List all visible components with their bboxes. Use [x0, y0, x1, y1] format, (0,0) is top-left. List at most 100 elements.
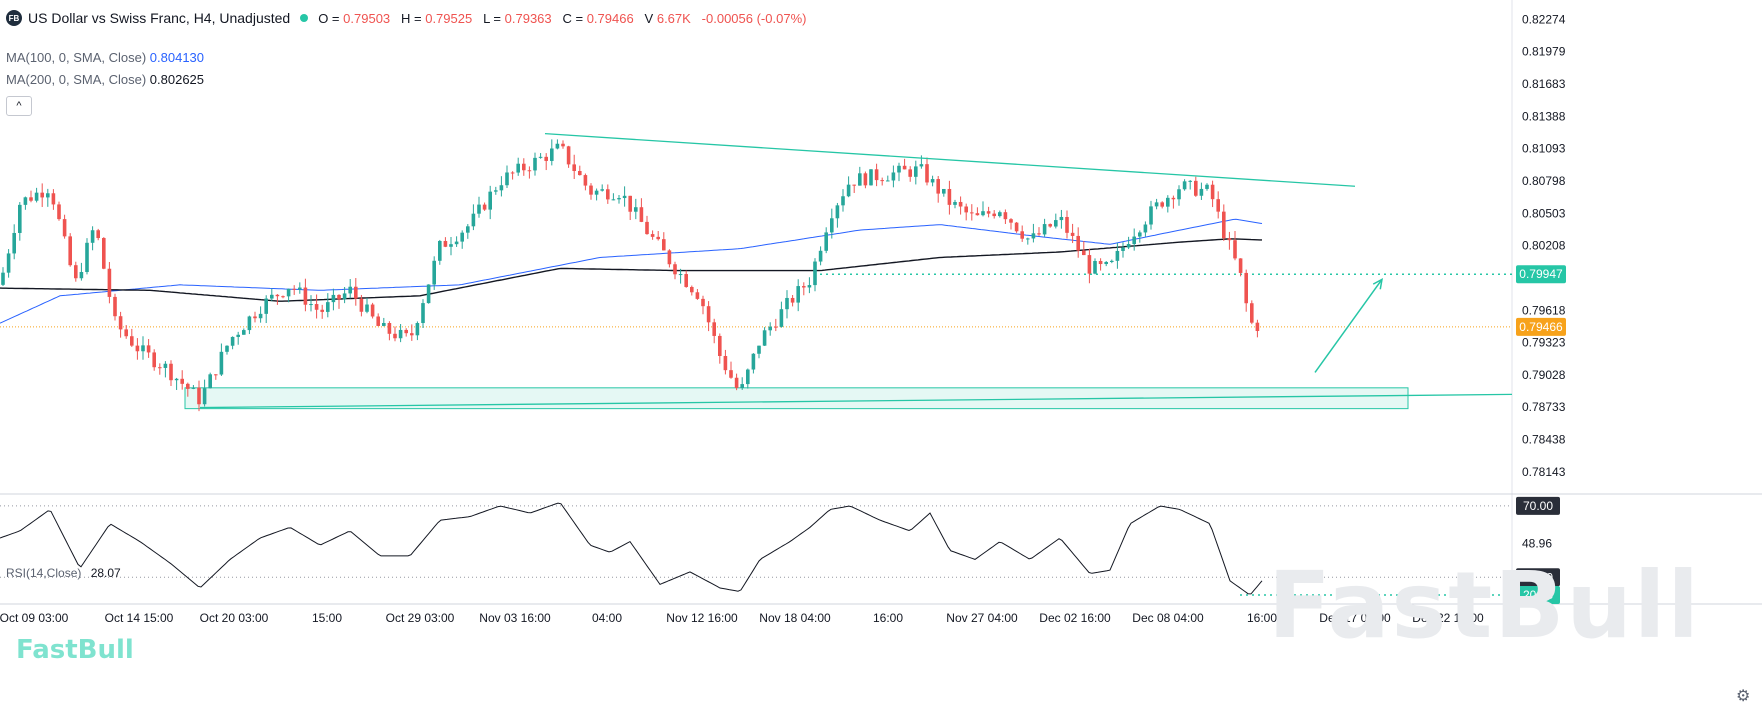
- candle-body: [471, 213, 476, 227]
- rsi-level-text: 70.00: [1523, 499, 1553, 513]
- price-tick-label: 0.79323: [1522, 336, 1566, 350]
- candle-body: [639, 207, 644, 222]
- candle-body: [936, 179, 940, 194]
- candle-body: [869, 169, 873, 186]
- candle-body: [1188, 180, 1192, 182]
- candle-body: [264, 298, 268, 314]
- candle-body: [410, 333, 414, 336]
- candle-body: [387, 323, 392, 334]
- candle-body: [527, 170, 532, 172]
- candle-body: [107, 268, 112, 297]
- candle-body: [1160, 202, 1164, 207]
- candle-body: [673, 264, 677, 275]
- candle-body: [925, 164, 929, 183]
- rsi-legend[interactable]: RSI(14,Close) 28.07: [6, 566, 121, 580]
- candle-body: [113, 296, 117, 317]
- ma200-line: [0, 238, 1262, 302]
- candle-body: [790, 297, 795, 303]
- candle-body: [886, 180, 890, 182]
- price-tick-label: 0.81979: [1522, 45, 1566, 59]
- candle-body: [796, 286, 800, 303]
- candle-body: [1104, 261, 1108, 265]
- candle-body: [538, 156, 543, 158]
- candle-body: [566, 146, 571, 165]
- gear-icon[interactable]: ⚙: [1736, 688, 1751, 705]
- candle-body: [432, 260, 436, 285]
- candle-body: [908, 169, 912, 177]
- candle-body: [762, 330, 767, 346]
- candle-body: [1222, 211, 1226, 239]
- candle-body: [23, 197, 28, 205]
- rsi-level-badge: [1516, 496, 1560, 515]
- candle-body: [880, 180, 884, 182]
- candle-body: [197, 387, 201, 405]
- candle-body: [152, 352, 156, 368]
- price-label-badge: [1516, 265, 1566, 284]
- candle-body: [561, 143, 565, 147]
- candle-body: [421, 303, 425, 324]
- time-tick-label: Oct 29 03:00: [386, 611, 455, 625]
- candle-body: [874, 169, 879, 181]
- candle-body: [970, 212, 974, 214]
- price-tick-label: 0.81683: [1522, 77, 1566, 91]
- candle-body: [337, 294, 341, 300]
- price-tick-label: 0.80208: [1522, 239, 1566, 253]
- candle-body: [1149, 206, 1153, 225]
- candle-body: [466, 226, 470, 233]
- candle-body: [51, 193, 56, 205]
- candle-body: [1250, 303, 1254, 323]
- price-tick-label: 0.80798: [1522, 174, 1566, 188]
- collapse-legend-button[interactable]: ^: [6, 96, 32, 116]
- rsi-level-badge: [1516, 568, 1560, 587]
- high-value: 0.79525: [425, 10, 473, 26]
- candle-body: [1009, 219, 1013, 223]
- candle-body: [656, 236, 660, 240]
- candle-body: [986, 211, 991, 214]
- candle-body: [40, 192, 44, 198]
- time-tick-label: Dec 02 16:00: [1039, 611, 1111, 625]
- candle-body: [275, 294, 280, 297]
- close-label: C =: [562, 10, 584, 26]
- time-tick-label: Oct 20 03:00: [200, 611, 269, 625]
- candle-body: [1070, 232, 1075, 236]
- candle-body: [1182, 181, 1187, 190]
- candle-body: [12, 232, 16, 254]
- candle-body: [326, 302, 330, 312]
- candle-body: [1042, 224, 1047, 235]
- candle-body: [510, 172, 515, 174]
- candle-body: [208, 374, 212, 389]
- candle-body: [1093, 260, 1097, 274]
- open-label: O =: [318, 10, 340, 26]
- ma100-legend[interactable]: MA(100, 0, SMA, Close) 0.804130: [6, 50, 204, 65]
- candle-body: [158, 367, 162, 369]
- upper-trendline: [544, 133, 1356, 187]
- ma200-legend[interactable]: MA(200, 0, SMA, Close) 0.802625: [6, 72, 204, 87]
- candle-body: [1076, 235, 1080, 251]
- candle-body: [499, 185, 504, 191]
- candle-body: [897, 165, 901, 173]
- candle-body: [902, 165, 907, 170]
- ma100-label: MA(100, 0, SMA, Close): [6, 50, 147, 65]
- symbol-title[interactable]: US Dollar vs Swiss Franc, H4, Unadjusted: [28, 10, 291, 26]
- chevron-up-icon: ^: [16, 100, 22, 112]
- candle-body: [443, 240, 448, 247]
- candle-body: [46, 193, 50, 198]
- support-zone: [184, 387, 1409, 410]
- time-tick-label: Nov 27 04:00: [946, 611, 1018, 625]
- candle-body: [488, 191, 492, 210]
- candle-body: [1098, 260, 1103, 265]
- change-value: -0.00056 (-0.07%): [701, 10, 807, 26]
- candle-body: [354, 286, 358, 299]
- candle-body: [1138, 232, 1142, 237]
- candle-body: [824, 232, 828, 251]
- candle-body: [522, 163, 526, 171]
- market-status-dot-icon: [300, 14, 309, 22]
- candle-body: [1171, 197, 1176, 200]
- candle-body: [1020, 231, 1024, 239]
- candle-body: [1003, 212, 1008, 220]
- time-tick-label: Nov 18 04:00: [759, 611, 831, 625]
- candle-body: [6, 253, 11, 273]
- candle-body: [807, 285, 812, 288]
- price-tick-label: 0.78143: [1522, 465, 1566, 479]
